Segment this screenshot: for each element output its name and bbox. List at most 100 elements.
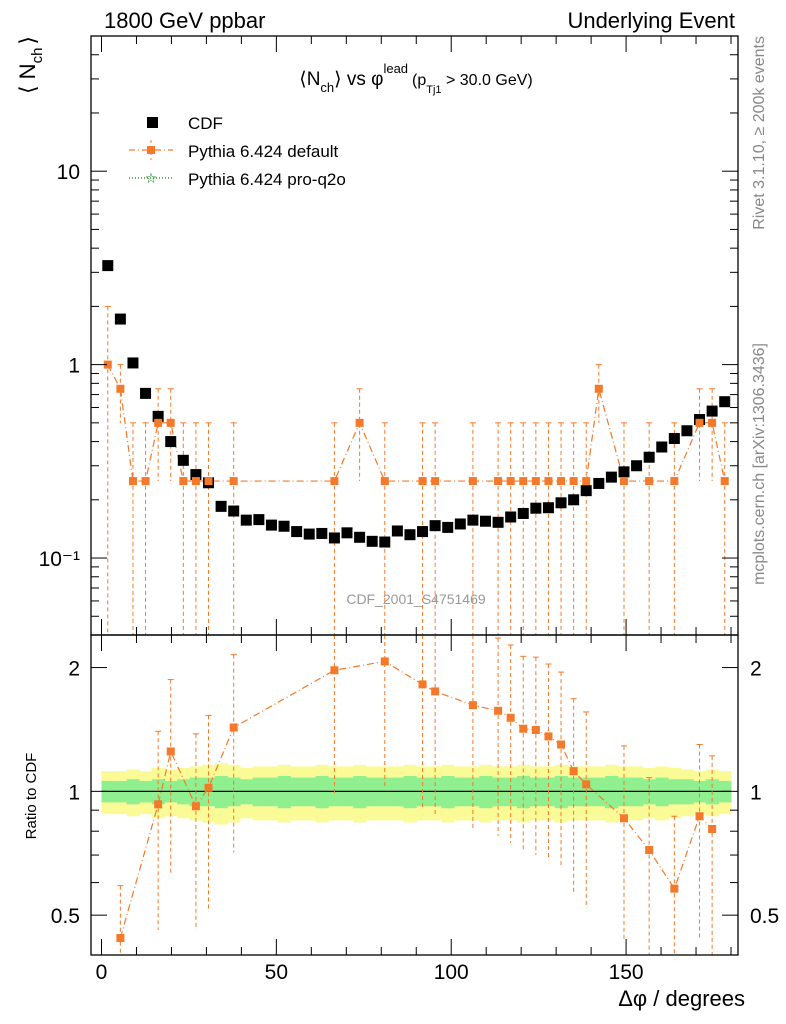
cdf-data-point xyxy=(215,500,227,512)
pythia-default-point xyxy=(204,477,213,486)
cdf-data-point xyxy=(328,532,340,544)
pythia-default-point xyxy=(506,477,515,486)
ratio-pythia-default-point xyxy=(418,680,427,689)
y-tick-label: 10 xyxy=(57,161,80,184)
x-tick-label: 50 xyxy=(265,961,288,984)
pythia-default-point xyxy=(468,477,477,486)
mcplots-reference-label: mcplots.cern.ch [arXiv:1306.3436] xyxy=(751,343,768,585)
cdf-data-point xyxy=(454,518,466,530)
cdf-data-point xyxy=(505,511,517,523)
legend-marker-pythia-default xyxy=(147,146,155,154)
pythia-default-point xyxy=(166,418,175,427)
cdf-data-point xyxy=(140,387,152,399)
ratio-pythia-default-point xyxy=(154,800,163,809)
cdf-data-point xyxy=(291,526,303,538)
cdf-data-point xyxy=(102,260,114,272)
pythia-default-point xyxy=(179,477,188,486)
pythia-default-point xyxy=(531,477,540,486)
y-tick-label: 1 xyxy=(68,355,80,378)
ratio-pythia-default-point xyxy=(531,725,540,734)
cdf-data-point xyxy=(442,521,454,533)
pythia-default-point xyxy=(191,477,200,486)
cdf-data-point xyxy=(643,451,655,463)
cdf-data-point xyxy=(631,460,643,472)
pythia-default-point xyxy=(557,477,566,486)
ratio-plot-frame xyxy=(90,634,739,956)
cdf-data-point xyxy=(706,405,718,417)
cdf-data-point xyxy=(479,515,491,527)
rivet-version-label: Rivet 3.1.10, ≥ 200k events xyxy=(751,36,768,230)
cdf-data-point xyxy=(605,471,617,483)
cdf-data-point xyxy=(253,514,265,526)
uncertainty-band-inner xyxy=(605,775,619,809)
pythia-default-point xyxy=(519,477,528,486)
cdf-data-point xyxy=(114,313,126,325)
header-right-label: Underlying Event xyxy=(567,8,735,33)
ratio-pythia-default-point xyxy=(191,802,200,811)
ratio-pythia-default-point xyxy=(645,846,654,855)
pythia-default-point xyxy=(594,384,603,393)
ratio-plot-marks xyxy=(101,634,732,955)
pythia-default-point xyxy=(645,477,654,486)
ratio-pythia-default-point xyxy=(468,701,477,710)
cdf-data-point xyxy=(530,502,542,514)
ratio-y-tick-label-right: 0.5 xyxy=(750,905,779,928)
cdf-data-point xyxy=(228,505,240,517)
cdf-data-point xyxy=(593,477,605,489)
x-tick-label: 100 xyxy=(434,961,469,984)
chart-title: ⟨Nch⟩ vs φlead(pTj1 > 30.0 GeV) xyxy=(299,61,532,96)
uncertainty-band-inner xyxy=(277,775,291,809)
ratio-plot-ticks: 0.5 0.5 1 1 2 2 0 50 100 150 xyxy=(51,635,779,984)
pythia-default-point xyxy=(355,418,364,427)
pythia-default-point xyxy=(494,477,503,486)
cdf-data-point xyxy=(668,432,680,444)
ratio-y-tick-label-right: 1 xyxy=(750,781,762,804)
ratio-pythia-default-point xyxy=(670,884,679,893)
x-axis-label: Δφ / degrees xyxy=(618,986,745,1011)
cdf-data-point xyxy=(316,527,328,539)
pythia-default-point xyxy=(380,477,389,486)
cdf-data-point xyxy=(177,454,189,466)
y-axis-label: ⟨ Nch⟩ xyxy=(15,36,46,94)
cdf-data-point xyxy=(542,502,554,514)
cdf-data-point xyxy=(391,525,403,537)
legend-star-icon: ☆ xyxy=(145,170,158,186)
cdf-data-point xyxy=(517,507,529,519)
pythia-default-point xyxy=(154,418,163,427)
pythia-default-point xyxy=(720,477,729,486)
main-plot-marks xyxy=(102,260,731,635)
legend: CDF Pythia 6.424 default ☆ Pythia 6.424 … xyxy=(129,114,346,189)
cdf-data-point xyxy=(278,520,290,532)
cdf-data-point xyxy=(240,514,252,526)
x-tick-label: 150 xyxy=(609,961,644,984)
pythia-default-point xyxy=(128,477,137,486)
pythia-default-point xyxy=(229,477,238,486)
ratio-pythia-default-point xyxy=(695,812,704,821)
ratio-pythia-default-point xyxy=(380,657,389,666)
pythia-default-point xyxy=(708,418,717,427)
pythia-default-point xyxy=(141,477,150,486)
uncertainty-band-inner xyxy=(353,775,367,809)
x-tick-label: 0 xyxy=(96,961,108,984)
legend-label-pythia-default: Pythia 6.424 default xyxy=(188,142,339,161)
ratio-pythia-default-point xyxy=(544,732,553,741)
ratio-pythia-default-point xyxy=(204,783,213,792)
cdf-data-point xyxy=(580,485,592,497)
ratio-pythia-default-point xyxy=(708,824,717,833)
uncertainty-band-inner xyxy=(315,775,329,809)
legend-label-cdf: CDF xyxy=(188,114,223,133)
ratio-pythia-default-point xyxy=(229,723,238,732)
pythia-default-point xyxy=(330,477,339,486)
cdf-data-point xyxy=(555,497,567,509)
cdf-data-point xyxy=(618,466,630,478)
ratio-y-tick-label-right: 2 xyxy=(750,658,762,681)
cdf-data-point xyxy=(719,396,731,408)
ratio-pythia-default-point xyxy=(330,666,339,675)
pythia-default-point xyxy=(544,477,553,486)
cdf-data-point xyxy=(429,520,441,532)
ratio-pythia-default-point xyxy=(519,724,528,733)
main-plot-panel: CDF_2001_S4751469 10⁻¹ 1 10 ⟨Nch⟩ vs φlead… xyxy=(15,35,739,636)
legend-marker-cdf xyxy=(147,117,158,128)
ratio-pythia-default-point xyxy=(619,814,628,823)
cdf-data-point xyxy=(190,469,202,481)
